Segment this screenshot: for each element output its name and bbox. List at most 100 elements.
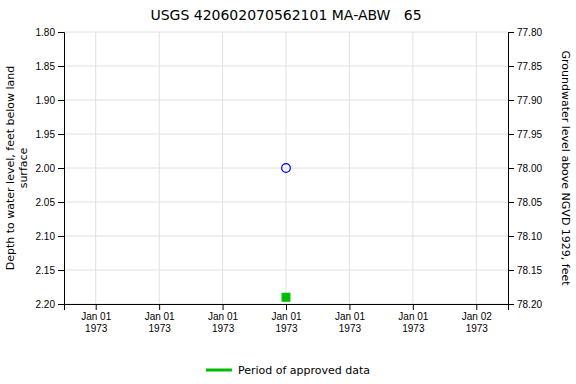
tick-mark [58,134,64,135]
tick-label-line: Jan 01 [208,311,238,322]
legend-item: Period of approved data [206,364,370,377]
tick: 77.85 [508,61,542,72]
tick-label: 78.15 [517,265,542,276]
tick: Jan 011973 [335,304,365,334]
tick-mark [508,202,514,203]
tick: 2.20 [36,299,64,310]
tick-mark [223,304,224,310]
legend: Period of approved data [206,364,370,377]
tick: 2.00 [36,163,64,174]
tick: 2.05 [36,197,64,208]
axis-title-line: surface [17,147,30,188]
grid-line [95,32,96,304]
tick: 1.90 [36,95,64,106]
tick-label-line: 1973 [339,323,362,334]
tick: 1.80 [36,27,64,38]
tick-label: Jan 011973 [271,311,301,334]
tick: 78.05 [508,197,542,208]
series [282,164,291,173]
series [282,293,290,301]
tick-mark [508,100,514,101]
tick-label-line: 1973 [402,323,425,334]
point [282,164,291,173]
tick-label: 2.15 [36,265,56,276]
axis-title: Depth to water level, feet below landsur… [4,66,30,271]
tick: Jan 011973 [81,304,111,334]
tick-label: 77.85 [517,61,542,72]
tick-mark [58,66,64,67]
tick-mark [58,100,64,101]
grid-line [349,32,350,304]
tick-mark [58,270,64,271]
axis-title-line: Depth to water level, feet below land [4,66,17,271]
tick-label-line: 1973 [85,323,108,334]
grid [64,32,508,304]
tick-label-line: Jan 02 [462,311,492,322]
tick-mark [159,304,160,310]
plot: Jan 011973Jan 011973Jan 011973Jan 011973… [36,27,543,334]
tick: 78.20 [508,299,542,310]
tick-label-line: 1973 [466,323,489,334]
tick-mark [58,32,64,33]
tick-mark [508,66,514,67]
tick: Jan 021973 [462,304,492,334]
tick-mark [508,304,514,305]
tick-label: Jan 011973 [81,311,111,334]
grid-line [412,32,413,304]
grid-line [286,32,287,304]
tick-mark [476,304,477,310]
tick: Jan 011973 [145,304,175,334]
tick: 1.85 [36,61,64,72]
tick: 77.90 [508,95,542,106]
grid-line [222,32,223,304]
tick-mark [58,202,64,203]
point [282,293,290,301]
tick-label: 1.85 [36,61,56,72]
tick-label: 78.05 [517,197,542,208]
tick-label: Jan 011973 [335,311,365,334]
tick-mark [349,304,350,310]
tick: 78.00 [508,163,542,174]
tick: Jan 011973 [398,304,428,334]
tick-label: 77.95 [517,129,542,140]
tick-label: Jan 021973 [462,311,492,334]
y2-axis: 77.80 77.85 77.90 77.95 78.00 78.05 78.10 78.15… [508,27,542,310]
tick-label-line: 1973 [212,323,235,334]
tick-label-line: Jan 01 [145,311,175,322]
axis-title: Groundwater level above NGVD 1929, feet [559,50,572,286]
axis-line [58,33,65,305]
tick-label: 1.80 [36,27,56,38]
tick-label: Jan 011973 [145,311,175,334]
tick-mark [508,270,514,271]
tick-label: 2.00 [36,163,56,174]
tick-label: 78.20 [517,299,542,310]
tick-label: 78.10 [517,231,542,242]
tick-mark [96,304,97,310]
tick-mark [58,304,64,305]
tick-label-line: Jan 01 [335,311,365,322]
tick: Jan 011973 [208,304,238,334]
tick-label: Jan 011973 [398,311,428,334]
marks [282,164,291,301]
tick-mark [508,134,514,135]
axis-line [509,33,515,305]
tick: 78.15 [508,265,542,276]
tick-label: 2.10 [36,231,56,242]
tick: 2.15 [36,265,64,276]
chart: Jan 011973Jan 011973Jan 011973Jan 011973… [0,0,576,384]
tick-mark [413,304,414,310]
tick-mark [58,236,64,237]
tick: 77.80 [508,27,542,38]
tick-label: 77.80 [517,27,542,38]
tick-mark [508,32,514,33]
axis-title-line: Groundwater level above NGVD 1929, feet [559,50,572,286]
tick-mark [58,168,64,169]
tick-label-line: 1973 [275,323,298,334]
tick-mark [508,168,514,169]
tick-label: 1.90 [36,95,56,106]
title: USGS 420602070562101 MA-ABW 65 [150,7,421,23]
tick-label: 78.00 [517,163,542,174]
tick: 77.95 [508,129,542,140]
tick-label-line: Jan 01 [81,311,111,322]
tick-label: Jan 011973 [208,311,238,334]
